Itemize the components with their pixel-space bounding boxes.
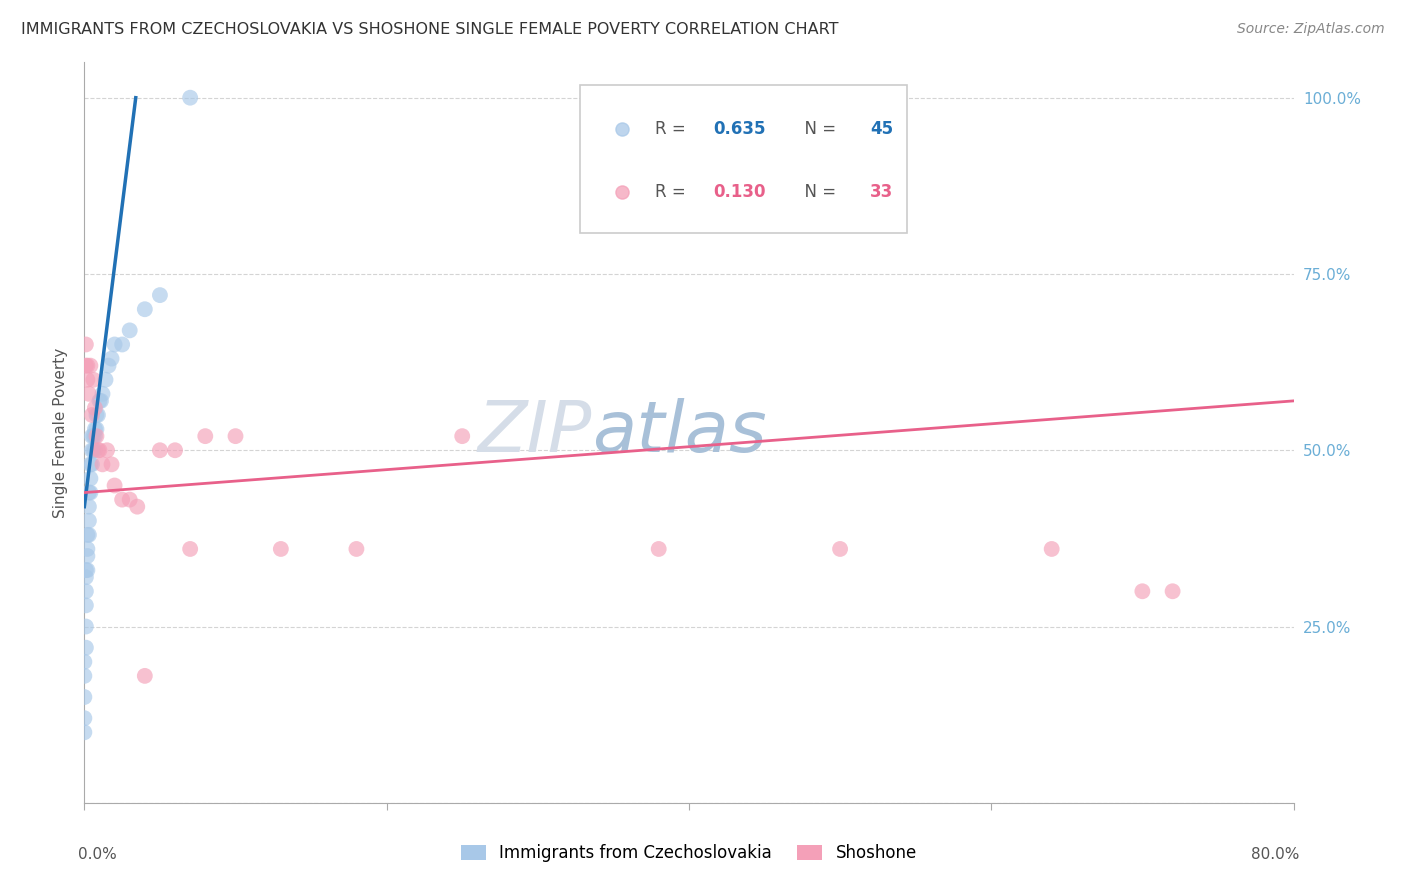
Point	[830, 541, 852, 556]
Point	[73, 655, 96, 669]
Text: ZIP: ZIP	[478, 398, 592, 467]
Point	[104, 478, 127, 492]
Point	[80, 443, 103, 458]
Point	[82, 429, 104, 443]
Point	[76, 549, 98, 563]
Point	[111, 337, 134, 351]
Point	[1130, 584, 1153, 599]
Point	[134, 302, 156, 317]
Text: R =: R =	[655, 120, 692, 138]
Point	[86, 422, 108, 436]
Point	[79, 485, 101, 500]
Point	[100, 458, 122, 472]
Point	[104, 337, 127, 351]
Point	[1161, 584, 1184, 599]
Point	[77, 485, 100, 500]
Point	[346, 541, 368, 556]
Point	[84, 422, 107, 436]
Point	[149, 288, 172, 302]
Point	[87, 443, 110, 458]
Text: 80.0%: 80.0%	[1251, 847, 1299, 863]
Text: 0.635: 0.635	[713, 120, 766, 138]
Point	[82, 373, 104, 387]
Point	[77, 387, 100, 401]
Text: atlas: atlas	[592, 398, 766, 467]
Point	[91, 387, 114, 401]
Point	[77, 528, 100, 542]
Point	[73, 711, 96, 725]
Point	[73, 690, 96, 704]
Point	[149, 443, 172, 458]
Text: 45: 45	[870, 120, 893, 138]
Text: 33: 33	[870, 183, 894, 201]
Point	[76, 359, 98, 373]
Point	[75, 359, 97, 373]
Point	[270, 541, 292, 556]
Point	[179, 541, 201, 556]
Point	[80, 429, 103, 443]
Point	[76, 541, 98, 556]
Point	[76, 528, 98, 542]
Text: 0.130: 0.130	[713, 183, 766, 201]
Point	[75, 337, 97, 351]
Point	[89, 443, 111, 458]
Point	[91, 458, 114, 472]
Point	[179, 91, 201, 105]
Point	[90, 393, 112, 408]
Point	[89, 393, 111, 408]
Point	[79, 458, 101, 472]
Text: N =: N =	[794, 120, 842, 138]
Point	[100, 351, 122, 366]
Text: 0.0%: 0.0%	[79, 847, 117, 863]
Point	[225, 429, 247, 443]
Point	[111, 492, 134, 507]
Point	[118, 323, 141, 337]
Point	[97, 359, 120, 373]
Point	[86, 408, 108, 422]
Text: N =: N =	[794, 183, 842, 201]
Point	[84, 443, 107, 458]
Text: IMMIGRANTS FROM CZECHOSLOVAKIA VS SHOSHONE SINGLE FEMALE POVERTY CORRELATION CHA: IMMIGRANTS FROM CZECHOSLOVAKIA VS SHOSHO…	[21, 22, 838, 37]
Point	[80, 458, 103, 472]
Point	[79, 471, 101, 485]
Point	[745, 214, 768, 228]
Point	[96, 443, 118, 458]
Point	[94, 373, 117, 387]
Point	[77, 514, 100, 528]
Text: Source: ZipAtlas.com: Source: ZipAtlas.com	[1237, 22, 1385, 37]
Point	[84, 429, 107, 443]
Y-axis label: Single Female Poverty: Single Female Poverty	[53, 348, 69, 517]
Point	[75, 599, 97, 613]
Point	[75, 563, 97, 577]
Point	[77, 500, 100, 514]
Point	[1040, 541, 1063, 556]
Point	[75, 640, 97, 655]
Point	[745, 154, 768, 169]
Point	[86, 429, 108, 443]
Point	[82, 443, 104, 458]
Point	[75, 570, 97, 584]
Point	[73, 669, 96, 683]
Point	[87, 408, 110, 422]
FancyBboxPatch shape	[581, 85, 907, 233]
Legend: Immigrants from Czechoslovakia, Shoshone: Immigrants from Czechoslovakia, Shoshone	[454, 838, 924, 869]
Text: R =: R =	[655, 183, 692, 201]
Point	[451, 429, 474, 443]
Point	[84, 401, 107, 415]
Point	[165, 443, 187, 458]
Point	[76, 563, 98, 577]
Point	[76, 373, 98, 387]
Point	[75, 584, 97, 599]
Point	[127, 500, 149, 514]
Point	[118, 492, 141, 507]
Point	[194, 429, 217, 443]
Point	[80, 408, 103, 422]
Point	[648, 541, 671, 556]
Point	[75, 619, 97, 633]
Point	[134, 669, 156, 683]
Point	[73, 725, 96, 739]
Point	[79, 359, 101, 373]
